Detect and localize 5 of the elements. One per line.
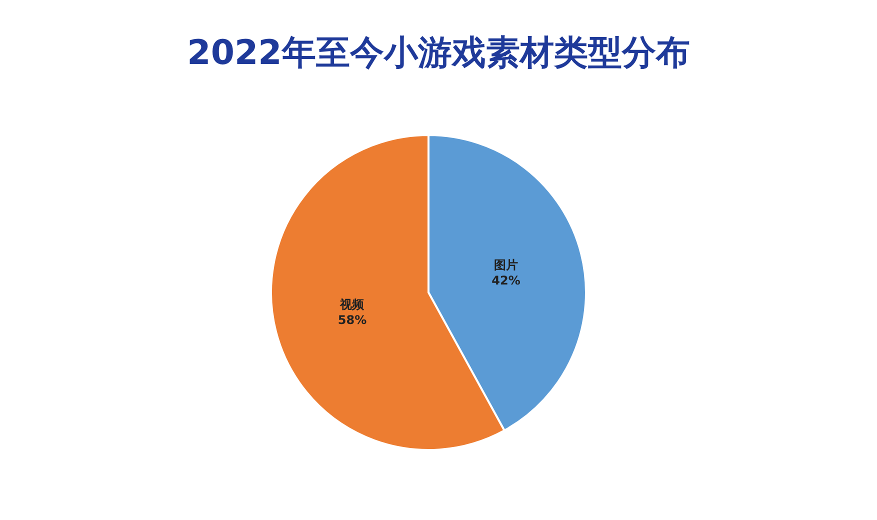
chart-title: 2022年至今小游戏素材类型分布 (187, 32, 690, 73)
data-label: 58% (338, 312, 367, 327)
data-label: 42% (492, 273, 520, 288)
slice-label: 视频 (339, 297, 366, 312)
slice-label: 图片 (494, 258, 518, 272)
